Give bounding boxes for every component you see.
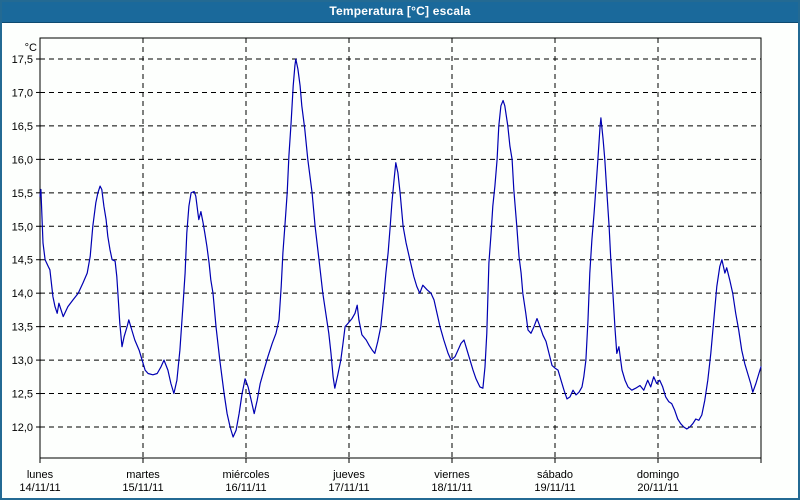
window-title: Temperatura [°C] escala [329,4,471,18]
x-tick-weekday: lunes [27,469,54,481]
y-tick-label: 17,5 [12,54,33,66]
y-tick-label: 16,5 [12,121,33,133]
x-tick-date: 20/11/11 [637,482,678,494]
x-tick-date: 18/11/11 [431,482,472,494]
x-tick-weekday: jueves [332,469,365,481]
x-tick-date: 19/11/11 [534,482,575,494]
title-bar[interactable]: Temperatura [°C] escala [0,0,800,23]
x-tick-weekday: sábado [537,469,573,481]
x-tick-date: 14/11/11 [19,482,60,494]
y-tick-label: 15,5 [12,188,33,200]
temperature-line [39,58,762,438]
y-tick-label: 15,0 [12,221,33,233]
y-tick-label: 16,0 [12,154,33,166]
y-tick-label: 17,0 [12,87,33,99]
y-tick-label: 14,0 [12,288,33,300]
x-tick-date: 15/11/11 [122,482,163,494]
y-tick-label: 13,5 [12,322,33,334]
y-tick-label: 13,0 [12,355,33,367]
y-tick-label: 12,5 [12,389,33,401]
x-tick-date: 17/11/11 [328,482,369,494]
plot-border [39,37,762,459]
x-tick-weekday: viernes [434,469,470,481]
x-tick-weekday: martes [126,469,160,481]
y-axis-unit-label: °C [25,42,37,54]
y-tick-label: 12,0 [12,422,33,434]
x-tick-weekday: miércoles [222,469,270,481]
x-tick-date: 16/11/11 [225,482,266,494]
y-tick-label: 14,5 [12,255,33,267]
x-tick-weekday: domingo [637,469,679,481]
